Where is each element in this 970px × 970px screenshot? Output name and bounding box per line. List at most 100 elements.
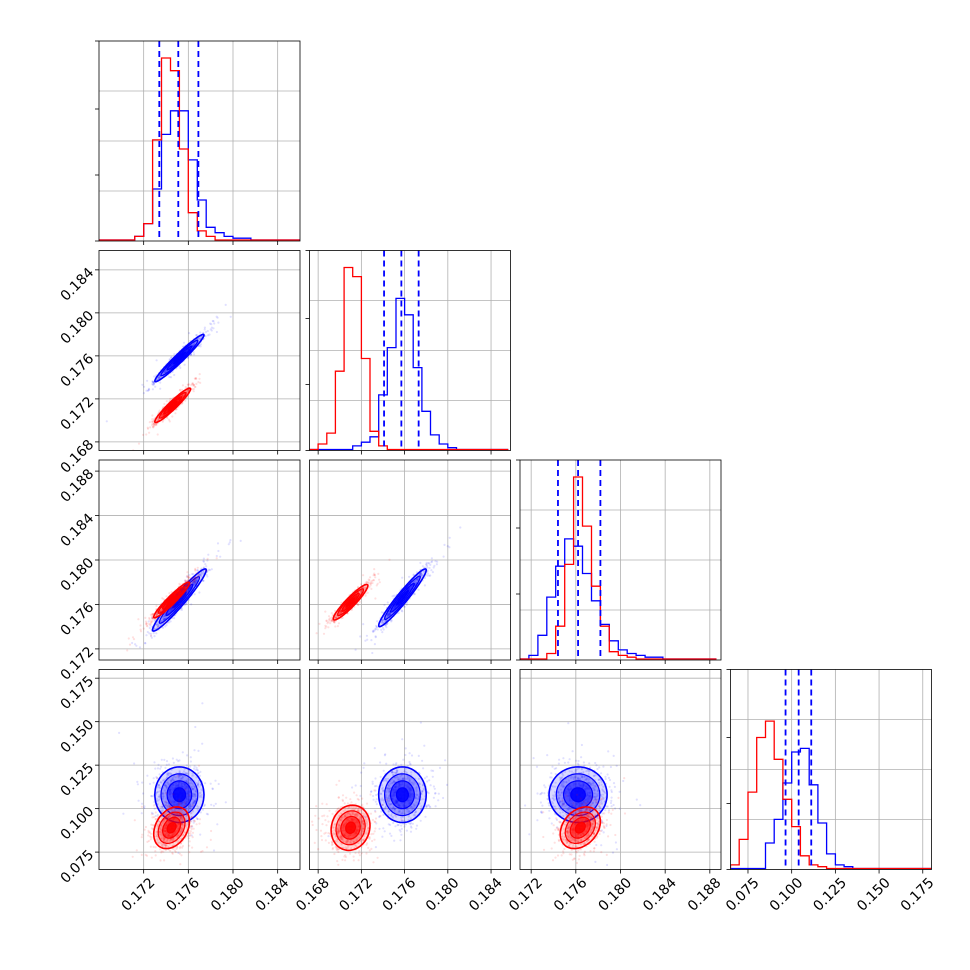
scatter-point — [150, 621, 153, 624]
scatter-point — [334, 616, 337, 619]
scatter-point — [184, 772, 187, 775]
scatter-point — [191, 782, 194, 786]
scatter-point — [131, 641, 134, 645]
scatter-point — [190, 820, 193, 823]
scatter-point — [165, 786, 168, 789]
scatter-point — [206, 557, 209, 561]
scatter-point — [188, 805, 191, 808]
scatter-point — [446, 545, 449, 548]
scatter-point — [360, 590, 363, 593]
scatter-point — [161, 793, 164, 796]
scatter-point — [144, 620, 148, 623]
scatter-point — [151, 383, 154, 386]
scatter-point — [339, 611, 342, 614]
scatter-point — [373, 629, 376, 632]
axes-frame — [98, 40, 301, 242]
scatter-point — [141, 781, 144, 784]
scatter-point — [196, 566, 199, 569]
scatter-point — [152, 777, 155, 780]
scatter-point — [186, 574, 189, 577]
scatter-point — [193, 793, 196, 796]
scatter-point — [149, 634, 153, 637]
scatter-point — [212, 849, 216, 852]
scatter-point — [216, 542, 220, 545]
scatter-point — [156, 813, 159, 817]
scatter-point — [327, 626, 330, 629]
scatter-point — [371, 651, 374, 655]
scatter-point — [151, 382, 154, 385]
scatter-point — [191, 794, 195, 798]
scatter-point — [164, 766, 167, 770]
scatter-point — [193, 384, 196, 387]
scatter-point — [151, 388, 154, 391]
scatter-point — [161, 779, 164, 782]
scatter-point — [155, 623, 158, 626]
scatter-point — [189, 760, 192, 763]
scatter-point — [193, 377, 196, 380]
scatter-point — [171, 757, 174, 760]
scatter-point — [156, 790, 160, 794]
scatter-point — [193, 579, 196, 582]
scatter-point — [157, 418, 160, 421]
scatter-point — [164, 783, 167, 786]
scatter-point — [173, 809, 176, 812]
scatter-point — [356, 585, 360, 589]
scatter-point — [131, 636, 135, 639]
scatter-point — [160, 810, 163, 813]
scatter-point — [167, 772, 170, 775]
scatter-point — [160, 758, 163, 761]
scatter-point — [181, 812, 184, 815]
axes-frame — [309, 459, 511, 661]
scatter-point — [194, 377, 197, 380]
scatter-point — [148, 421, 151, 424]
scatter-point — [373, 574, 376, 577]
scatter-point — [165, 812, 168, 815]
scatter-point — [164, 800, 167, 803]
scatter-point — [330, 612, 333, 615]
histogram-blue — [730, 747, 932, 870]
scatter-point — [169, 620, 172, 623]
scatter-point — [200, 567, 203, 570]
scatter-point — [148, 632, 151, 635]
scatter-point — [191, 382, 194, 385]
scatter-point — [425, 561, 428, 565]
scatter-point — [203, 328, 206, 331]
scatter-point — [162, 778, 165, 781]
scatter-point — [217, 782, 220, 786]
scatter-point — [151, 380, 154, 383]
scatter-point — [193, 580, 196, 583]
scatter-point — [193, 343, 196, 346]
scatter-point — [150, 636, 153, 639]
scatter-point — [164, 621, 167, 624]
scatter-point — [335, 615, 338, 618]
scatter-point — [193, 582, 196, 585]
scatter-point — [194, 768, 197, 771]
scatter-point — [180, 608, 183, 612]
scatter-point — [373, 573, 376, 577]
scatter-point — [150, 420, 153, 423]
scatter-point — [172, 606, 175, 609]
scatter-point — [146, 630, 149, 634]
scatter-point — [193, 582, 196, 585]
scatter-point — [158, 377, 161, 380]
scatter-point — [188, 579, 191, 582]
scatter-point — [204, 335, 207, 338]
scatter-point — [174, 776, 177, 779]
histogram-red — [309, 266, 509, 451]
scatter-point — [370, 582, 373, 585]
scatter-point — [164, 791, 168, 794]
scatter-point — [171, 415, 174, 418]
scatter-point — [157, 376, 160, 379]
scatter-point — [138, 646, 142, 649]
scatter-point — [326, 622, 329, 625]
scatter-point — [158, 798, 161, 801]
scatter-point — [189, 756, 192, 759]
scatter-point — [327, 615, 331, 618]
scatter-point — [370, 587, 373, 591]
scatter-point — [191, 581, 195, 584]
scatter-point — [366, 591, 369, 594]
scatter-point — [358, 600, 361, 604]
scatter-point — [167, 621, 171, 624]
scatter-point — [142, 792, 145, 795]
